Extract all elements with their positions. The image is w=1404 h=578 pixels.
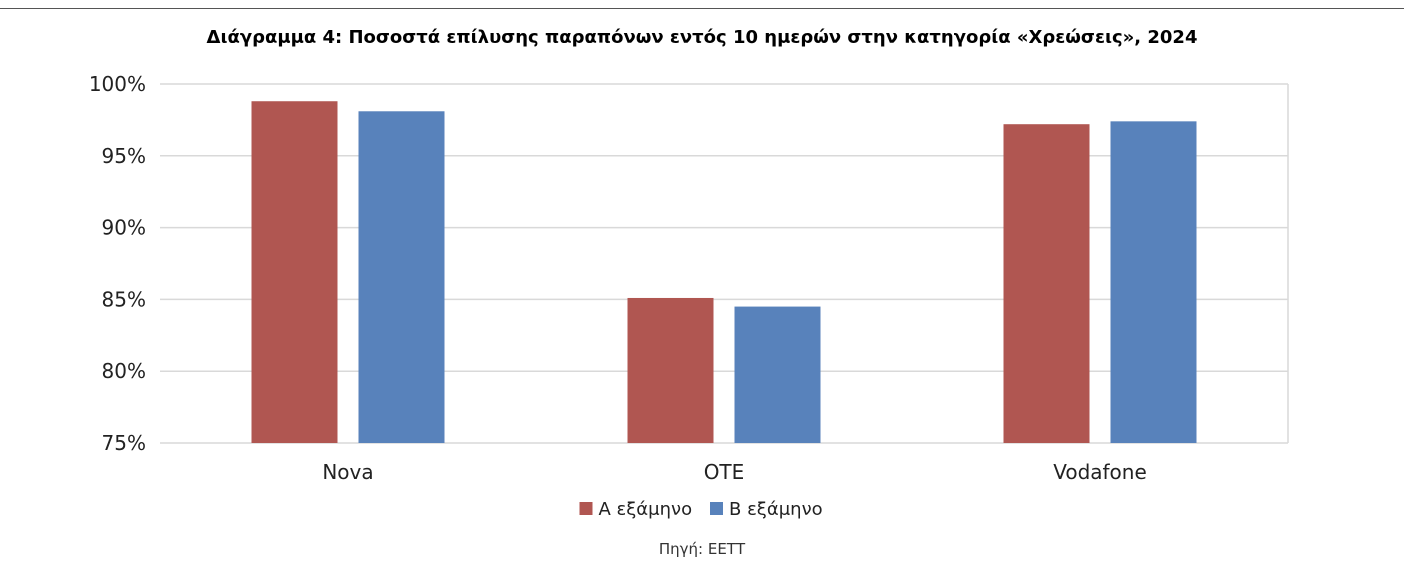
- bar: [251, 101, 338, 444]
- y-tick-label: 100%: [89, 72, 146, 96]
- y-tick-label: 75%: [102, 431, 146, 455]
- y-tick-label: 85%: [102, 287, 146, 311]
- bar: [627, 297, 714, 443]
- y-axis-tick-labels: 75% 80% 85% 90% 95% 100%: [89, 72, 146, 455]
- chart-title: Διάγραμμα 4: Ποσοστά επίλυσης παραπόνων …: [206, 27, 1198, 48]
- x-axis-category-labels: Nova OTE Vodafone: [322, 460, 1146, 484]
- legend-swatch: [579, 502, 593, 515]
- y-tick-label: 90%: [102, 216, 146, 240]
- source-note: Πηγή: ΕΕΤΤ: [658, 540, 746, 558]
- legend-label: Β εξάμηνο: [729, 499, 823, 520]
- x-category-label: OTE: [704, 460, 745, 484]
- y-tick-label: 95%: [102, 144, 146, 168]
- x-category-label: Vodafone: [1053, 460, 1147, 484]
- x-category-label: Nova: [322, 460, 373, 484]
- bar: [1110, 121, 1197, 443]
- top-border-line: [0, 8, 1404, 9]
- bars: [251, 101, 1197, 444]
- gridlines: [160, 83, 1289, 444]
- legend-swatch: [710, 502, 723, 515]
- bar: [734, 306, 821, 443]
- bar: [358, 111, 445, 443]
- y-tick-label: 80%: [102, 359, 146, 383]
- legend-label: Α εξάμηνο: [599, 499, 693, 520]
- bar: [1003, 124, 1090, 443]
- legend: Α εξάμηνο Β εξάμηνο: [579, 499, 823, 520]
